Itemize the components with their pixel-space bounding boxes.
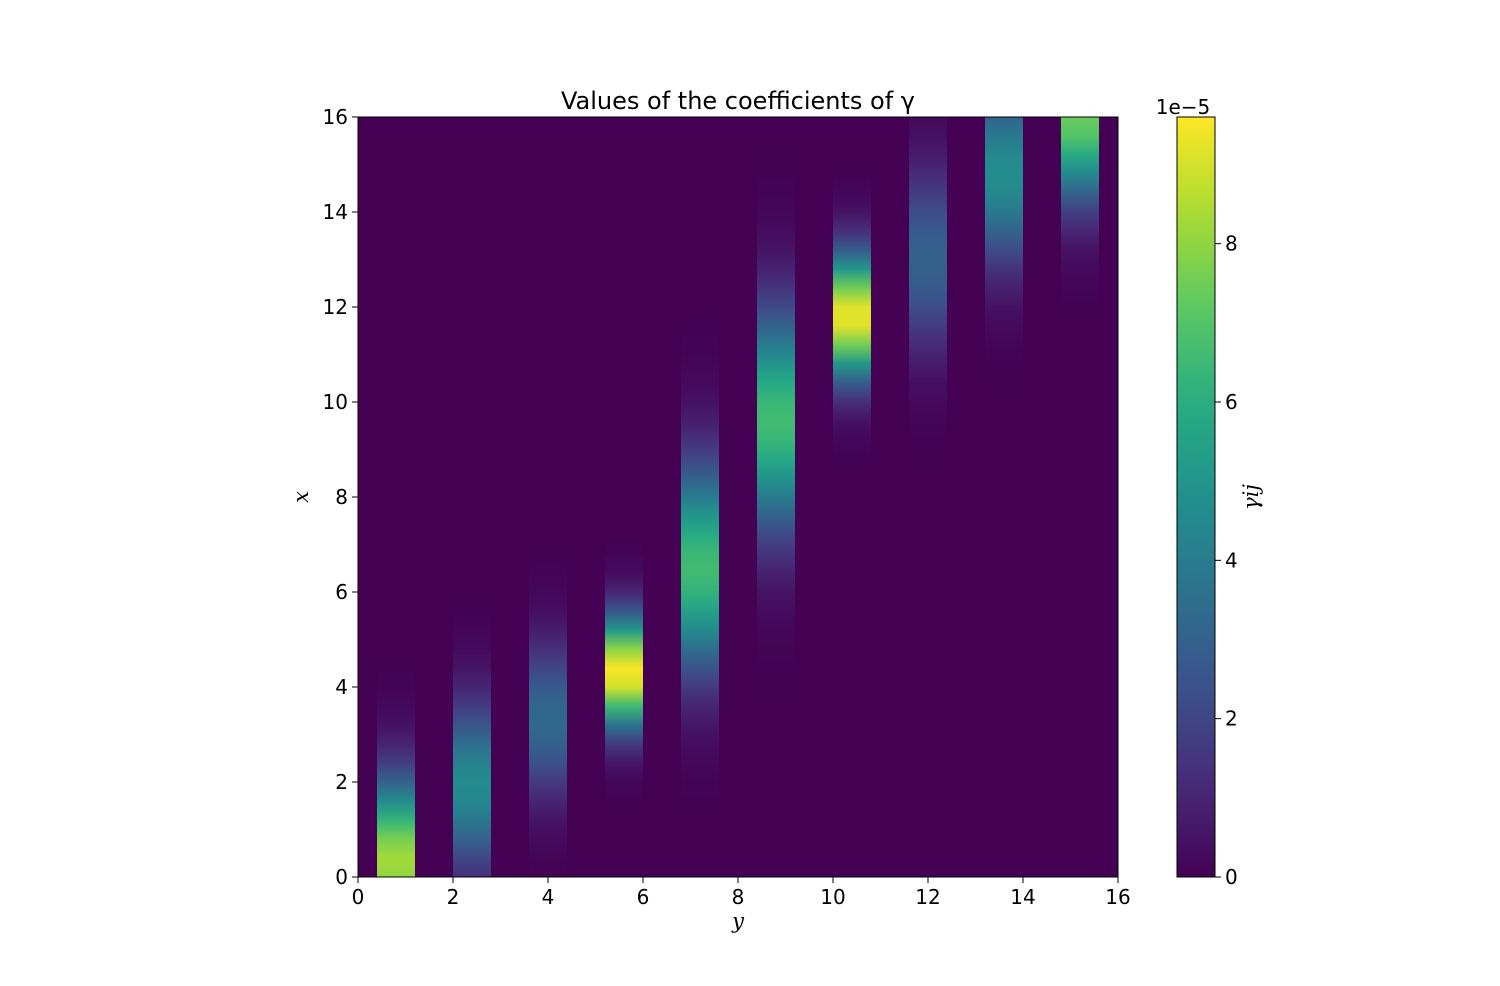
heatmap-column-0	[377, 117, 415, 877]
x-tick-label: 2	[447, 885, 460, 909]
heatmap-columns	[377, 117, 1099, 877]
y-tick-label: 6	[335, 580, 348, 604]
heatmap-column-3	[605, 117, 643, 877]
y-tick-label: 16	[323, 105, 348, 129]
y-tick-label: 12	[323, 295, 348, 319]
heatmap-column-5	[757, 117, 795, 877]
y-tick-label: 4	[335, 675, 348, 699]
x-tick-label: 16	[1105, 885, 1130, 909]
y-tick-label: 10	[323, 390, 348, 414]
heatmap-column-4	[681, 117, 719, 877]
x-tick-label: 4	[542, 885, 555, 909]
x-tick-label: 6	[637, 885, 650, 909]
colorbar-tick-label: 4	[1225, 548, 1238, 572]
y-tick-label: 14	[323, 200, 348, 224]
y-axis-label: x	[289, 491, 313, 503]
colorbar-tick-label: 8	[1225, 232, 1238, 256]
x-axis-label: y	[731, 909, 745, 933]
x-tick-label: 0	[352, 885, 365, 909]
colorbar-ticks: 0 2 4 6 8	[1215, 232, 1238, 889]
heatmap-column-7	[909, 117, 947, 877]
colorbar-tick-label: 2	[1225, 707, 1238, 731]
x-tick-label: 8	[732, 885, 745, 909]
heatmap-column-1	[453, 117, 491, 877]
colorbar-tick-label: 0	[1225, 865, 1238, 889]
y-axis-ticks: 0 2 4 6 8 10 12 14 16	[323, 105, 358, 889]
x-axis-ticks: 0 2 4 6 8 10 12 14 16	[352, 877, 1131, 909]
heatmap-column-2	[529, 117, 567, 877]
x-tick-label: 14	[1010, 885, 1035, 909]
x-tick-label: 12	[915, 885, 940, 909]
y-tick-label: 0	[335, 865, 348, 889]
heatmap-column-6	[833, 117, 871, 877]
heatmap-column-9	[1061, 117, 1099, 877]
colorbar	[1176, 116, 1216, 878]
y-tick-label: 8	[335, 485, 348, 509]
y-tick-label: 2	[335, 770, 348, 794]
chart-title: Values of the coefficients of γ	[561, 87, 915, 115]
colorbar-scale-label: 1e−5	[1156, 95, 1211, 119]
heatmap-column-8	[985, 117, 1023, 877]
x-tick-label: 10	[820, 885, 845, 909]
colorbar-tick-label: 6	[1225, 390, 1238, 414]
colorbar-label: γij	[1239, 484, 1263, 510]
